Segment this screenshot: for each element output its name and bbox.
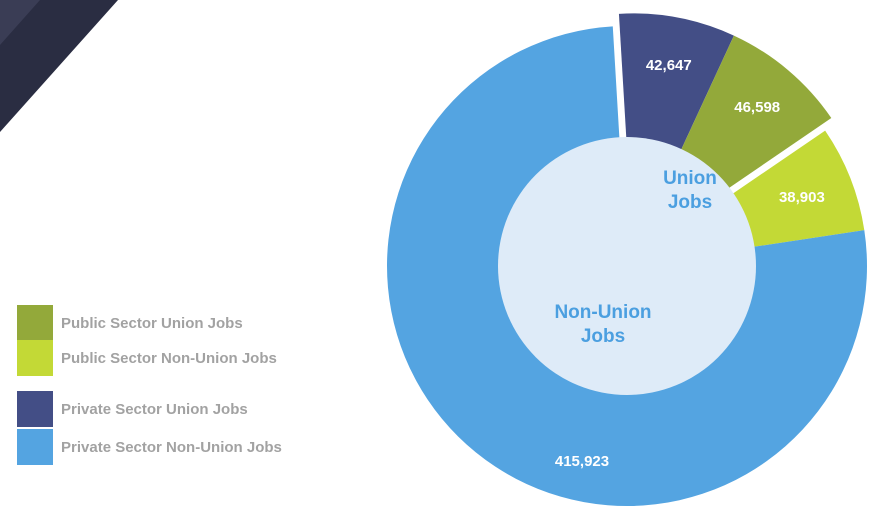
data-label-private-sector-non-union-jobs: 415,923 — [555, 453, 609, 470]
legend-swatch-public-non-union — [17, 340, 53, 376]
legend-label-public-non-union: Public Sector Non-Union Jobs — [61, 349, 277, 367]
legend-label-private-non-union: Private Sector Non-Union Jobs — [61, 438, 282, 456]
center-label-union-jobs-line-1: Jobs — [668, 192, 712, 213]
center-label-non-union-jobs-line-1: Jobs — [581, 326, 625, 347]
legend-swatch-private-union — [17, 391, 53, 427]
legend-label-private-union: Private Sector Union Jobs — [61, 400, 248, 418]
data-label-public-sector-non-union-jobs: 38,903 — [779, 189, 825, 206]
legend-item-private-union: Private Sector Union Jobs — [17, 391, 248, 427]
data-label-private-sector-union-jobs: 42,647 — [646, 57, 692, 74]
center-label-union-jobs-line-0: Union — [663, 168, 717, 189]
center-area-union-overlay — [626, 143, 724, 254]
legend-item-public-non-union: Public Sector Non-Union Jobs — [17, 340, 277, 376]
legend-item-public-union: Public Sector Union Jobs — [17, 305, 243, 341]
legend-swatch-public-union — [17, 305, 53, 341]
legend-swatch-private-non-union — [17, 429, 53, 465]
center-label-non-union-jobs-line-0: Non-Union — [554, 302, 651, 323]
legend-item-private-non-union: Private Sector Non-Union Jobs — [17, 429, 282, 465]
corner-decoration — [0, 0, 118, 132]
data-label-public-sector-union-jobs: 46,598 — [734, 99, 780, 116]
center-area-non-union-jobs — [498, 137, 756, 395]
legend-label-public-union: Public Sector Union Jobs — [61, 314, 243, 332]
